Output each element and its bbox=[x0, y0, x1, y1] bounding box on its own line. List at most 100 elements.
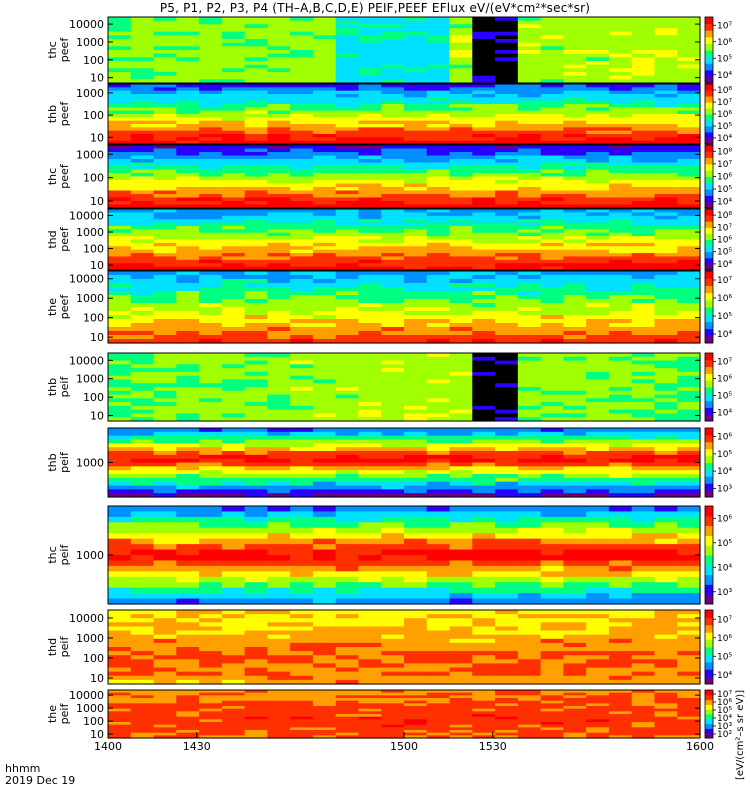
heatmap-cell bbox=[404, 375, 428, 381]
heatmap-cell bbox=[426, 485, 451, 490]
heatmap-cell bbox=[654, 299, 678, 304]
heatmap-cell bbox=[199, 319, 223, 324]
heatmap-cell bbox=[130, 642, 155, 648]
heatmap-cell bbox=[449, 319, 473, 324]
heatmap-cell bbox=[381, 35, 405, 40]
heatmap-cell bbox=[176, 655, 200, 660]
heatmap-cell bbox=[586, 719, 610, 723]
heatmap-cell bbox=[472, 489, 496, 494]
heatmap-cell bbox=[404, 72, 428, 77]
heatmap-cell bbox=[108, 256, 132, 261]
heatmap-cell bbox=[631, 730, 656, 734]
heatmap-cell bbox=[517, 295, 542, 300]
heatmap-cell bbox=[472, 431, 496, 437]
heatmap-cell bbox=[540, 544, 564, 551]
heatmap-cell bbox=[495, 364, 519, 369]
heatmap-cell bbox=[335, 428, 360, 433]
heatmap-cell bbox=[176, 35, 200, 40]
heatmap-cell bbox=[517, 470, 542, 475]
heatmap-cell bbox=[221, 360, 246, 365]
heatmap-cell bbox=[153, 622, 177, 628]
heatmap-cell bbox=[586, 271, 610, 276]
heatmap-cell bbox=[495, 732, 519, 736]
heatmap-cell bbox=[130, 283, 155, 288]
heatmap-cell bbox=[449, 197, 473, 202]
heatmap-cell bbox=[654, 383, 678, 388]
heatmap-cell bbox=[631, 634, 656, 640]
heatmap-cell bbox=[244, 481, 268, 487]
heatmap-cell bbox=[563, 549, 587, 556]
heatmap-cell bbox=[358, 162, 382, 167]
heatmap-cell bbox=[540, 549, 564, 556]
heatmap-cell bbox=[244, 42, 268, 47]
heatmap-cell bbox=[608, 735, 633, 739]
heatmap-cell bbox=[358, 31, 382, 36]
heatmap-cell bbox=[540, 360, 564, 365]
heatmap-cell bbox=[108, 700, 132, 704]
heatmap-cell bbox=[130, 655, 155, 660]
heatmap-cell bbox=[130, 124, 155, 128]
heatmap-cell bbox=[312, 17, 337, 22]
heatmap-cell bbox=[244, 706, 268, 710]
heatmap-cell bbox=[654, 555, 678, 562]
colorbar-segment bbox=[705, 278, 713, 286]
heatmap-cell bbox=[540, 454, 564, 460]
heatmap-cell bbox=[426, 634, 451, 640]
heatmap-cell bbox=[358, 39, 382, 44]
heatmap-cell bbox=[153, 364, 177, 369]
heatmap-cell bbox=[176, 730, 200, 734]
heatmap-cell bbox=[108, 428, 132, 433]
heatmap-cell bbox=[381, 253, 405, 258]
heatmap-cell bbox=[130, 127, 155, 132]
heatmap-cell bbox=[153, 732, 177, 736]
heatmap-cell bbox=[654, 194, 678, 199]
heatmap-cell bbox=[563, 522, 587, 529]
heatmap-cell bbox=[130, 209, 155, 213]
heatmap-cell bbox=[130, 219, 155, 224]
heatmap-cell bbox=[654, 283, 678, 288]
heatmap-cell bbox=[244, 727, 268, 731]
panel-probe-label: thc bbox=[46, 546, 59, 563]
heatmap-cell bbox=[677, 402, 701, 407]
heatmap-cell bbox=[176, 364, 200, 369]
heatmap-cell bbox=[608, 714, 633, 718]
heatmap-cell bbox=[221, 405, 246, 411]
heatmap-cell bbox=[221, 431, 246, 437]
heatmap-cell bbox=[130, 137, 155, 142]
heatmap-cell bbox=[267, 24, 291, 29]
heatmap-cell bbox=[267, 409, 291, 415]
heatmap-cell bbox=[358, 405, 382, 411]
heatmap-cell bbox=[267, 104, 291, 108]
heatmap-cell bbox=[312, 339, 337, 344]
heatmap-cell bbox=[267, 560, 291, 567]
colorbar-segment bbox=[705, 617, 713, 626]
heatmap-cell bbox=[221, 383, 246, 388]
heatmap-cell bbox=[153, 659, 177, 665]
heatmap-cell bbox=[472, 634, 496, 640]
heatmap-cell bbox=[404, 187, 428, 192]
heatmap-cell bbox=[290, 618, 314, 623]
heatmap-cell bbox=[404, 253, 428, 258]
heatmap-cell bbox=[654, 565, 678, 572]
heatmap-cell bbox=[472, 695, 496, 699]
heatmap-cell bbox=[199, 291, 223, 296]
heatmap-cell bbox=[404, 100, 428, 105]
heatmap-cell bbox=[404, 327, 428, 332]
heatmap-cell bbox=[267, 659, 291, 665]
heatmap-cell bbox=[404, 451, 428, 456]
heatmap-cell bbox=[358, 46, 382, 51]
heatmap-cell bbox=[312, 239, 337, 244]
heatmap-cell bbox=[426, 413, 451, 418]
heatmap-cell bbox=[404, 698, 428, 702]
colorbar-segment bbox=[705, 483, 713, 491]
heatmap-cell bbox=[517, 28, 542, 33]
heatmap-cell bbox=[472, 271, 496, 276]
heatmap-cell bbox=[677, 371, 701, 377]
heatmap-cell bbox=[426, 319, 451, 324]
heatmap-cell bbox=[449, 283, 473, 288]
heatmap-cell bbox=[404, 647, 428, 652]
heatmap-cell bbox=[358, 622, 382, 628]
heatmap-cell bbox=[130, 647, 155, 652]
colorbar-segment bbox=[705, 189, 713, 196]
